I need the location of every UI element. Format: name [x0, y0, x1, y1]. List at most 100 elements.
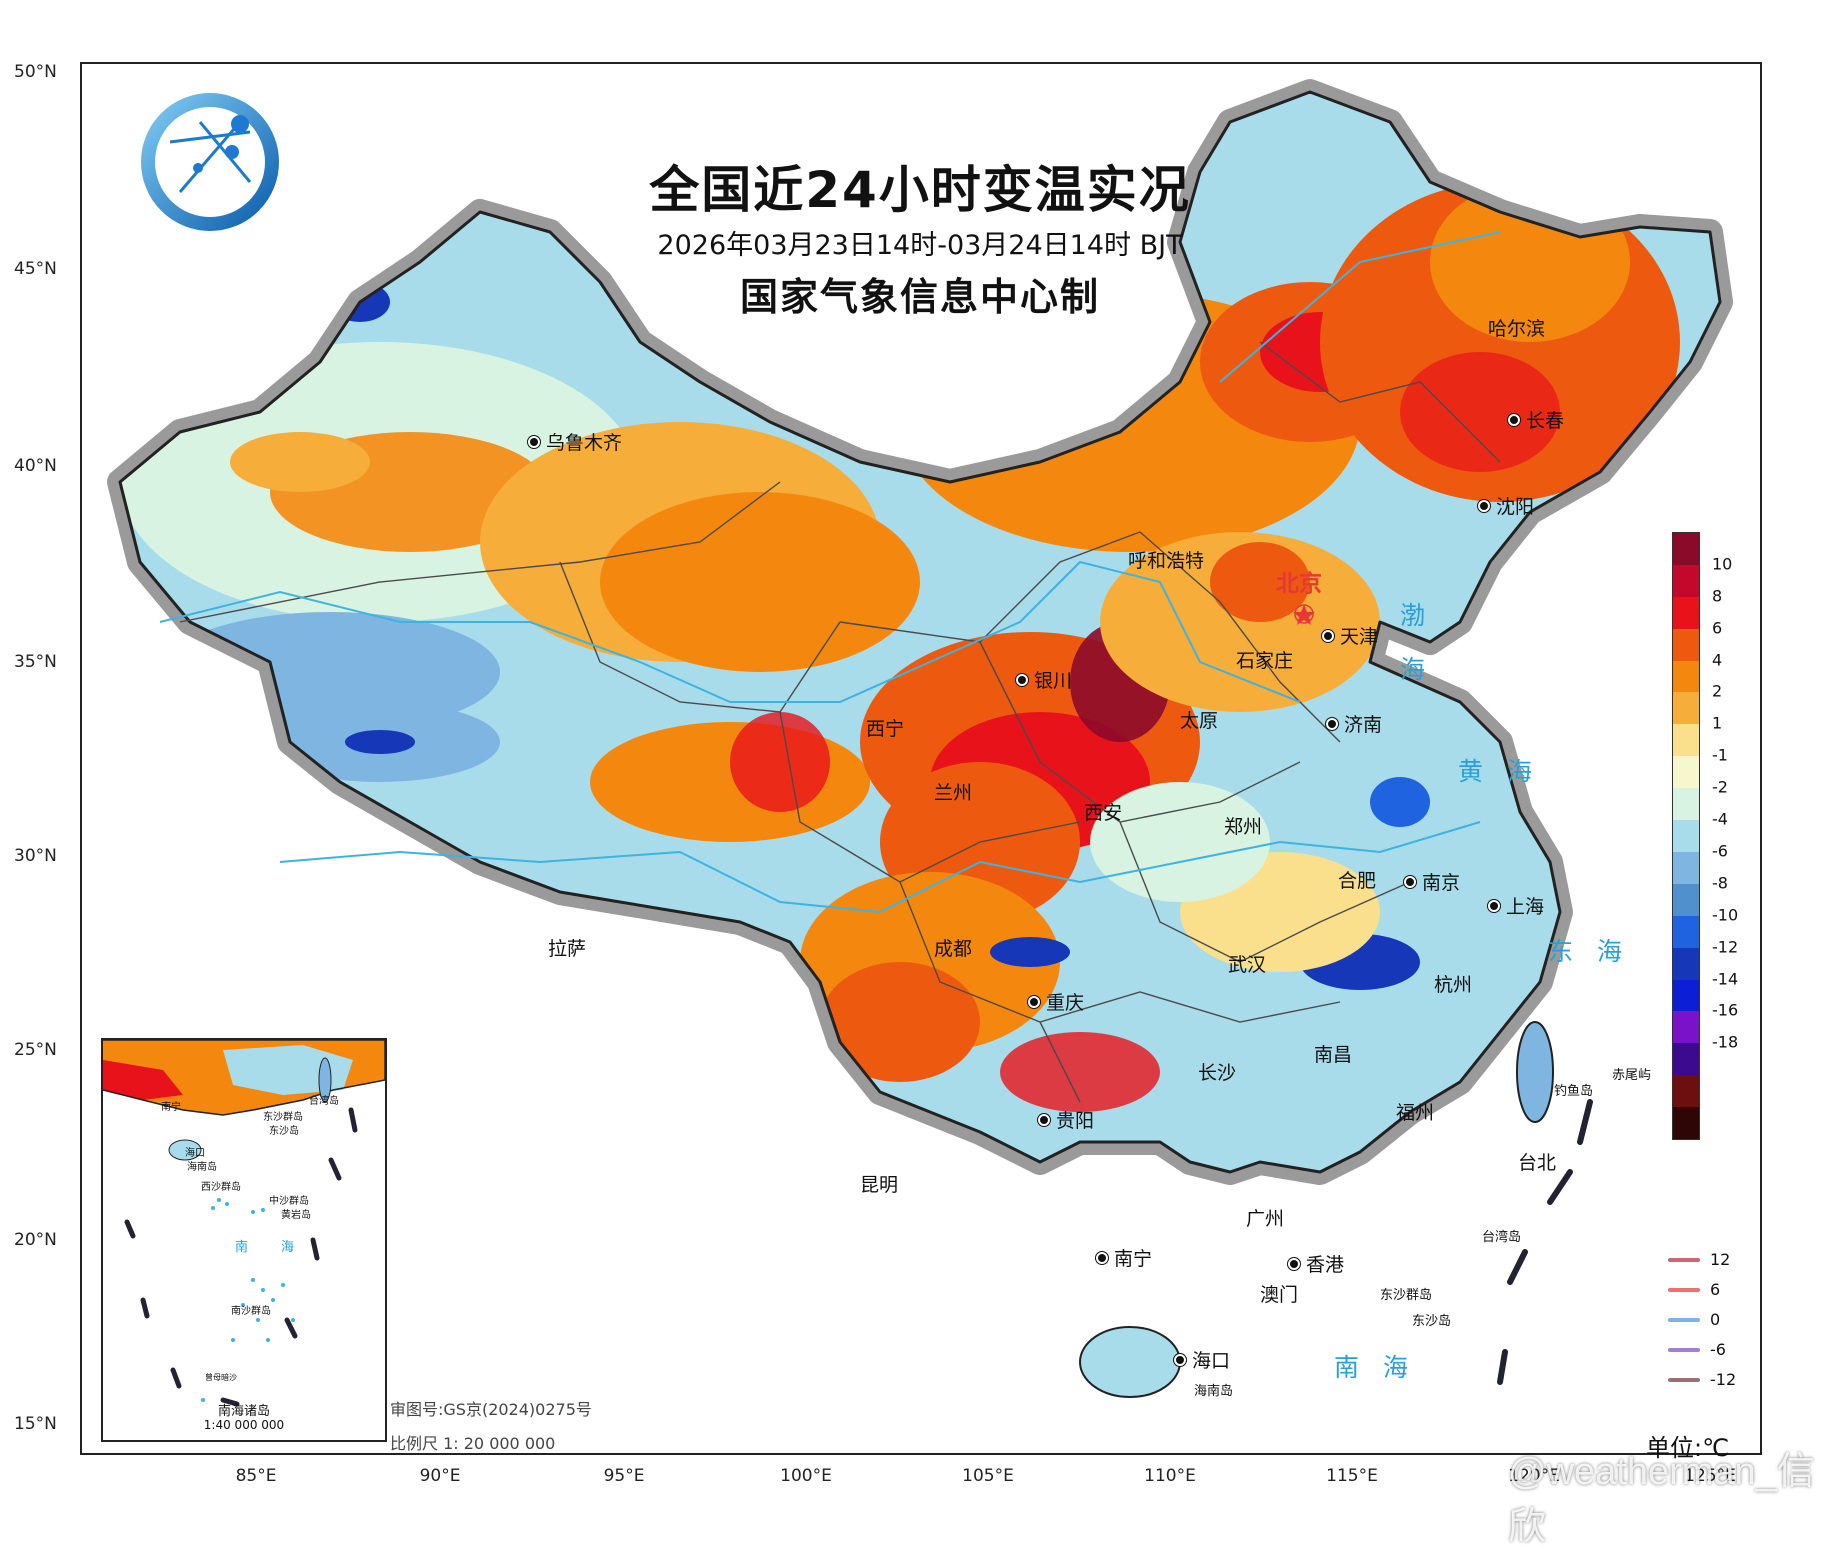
lon-label-115: 115°E [1326, 1466, 1378, 1486]
lon-label-105: 105°E [962, 1466, 1014, 1486]
city-changchun: 长春 [1508, 406, 1564, 433]
legend-color-segment [1673, 979, 1699, 1012]
legend-tick-label: -10 [1712, 905, 1739, 925]
line-swatch-icon [1668, 1287, 1700, 1292]
legend-color-segment [1673, 947, 1699, 981]
city-hongkong: 香港 [1288, 1250, 1344, 1277]
island-diaoyu: 钓鱼岛 [1554, 1084, 1594, 1099]
city-marker-icon [1478, 499, 1490, 512]
color-scale-legend [1672, 532, 1700, 1140]
legend-color-segment [1673, 883, 1699, 917]
city-marker-icon [1488, 899, 1500, 912]
legend-color-segment [1673, 1107, 1699, 1140]
legend-color-segment [1673, 1043, 1699, 1076]
capital-beijing: 北京 [1276, 571, 1322, 597]
city-hangzhou: 杭州 [1434, 974, 1473, 996]
legend-tick-label: -12 [1712, 937, 1739, 957]
city-nanning: 南宁 [1096, 1244, 1152, 1271]
city-lhasa: 拉萨 [548, 938, 587, 960]
temperature-change-map [107, 79, 1733, 1398]
lat-label-15: 15°N [14, 1414, 57, 1434]
island-hainan: 海南岛 [1194, 1384, 1234, 1399]
city-marker-icon [1326, 717, 1338, 730]
legend-tick-label: 10 [1712, 554, 1733, 574]
legend-color-segment [1673, 1075, 1699, 1108]
city-zhengzhou: 郑州 [1224, 816, 1263, 838]
inset-nanning: 南宁 [161, 1102, 181, 1113]
taiwan-shape [1516, 1021, 1554, 1123]
city-marker-icon [1288, 1257, 1300, 1270]
scale-note: 比例尺 1: 20 000 000 [390, 1434, 556, 1453]
page-title: 全国近24小时变温实况 [649, 161, 1191, 219]
legend-color-segment [1673, 660, 1699, 693]
city-hefei: 合肥 [1338, 870, 1377, 892]
legend-color-segment [1673, 756, 1699, 789]
city-kunming: 昆明 [860, 1174, 899, 1196]
inset-title: 南海诸岛 [217, 1404, 270, 1419]
city-chongqing: 重庆 [1028, 988, 1084, 1015]
legend-color-segment [1673, 596, 1699, 630]
legend-color-segment [1673, 533, 1699, 566]
city-marker-icon [1508, 413, 1520, 426]
inset-dongsha-isl: 东沙岛 [269, 1126, 299, 1137]
legend-tick-label: 4 [1712, 650, 1723, 670]
inset-dongsha: 东沙群岛 [263, 1112, 303, 1123]
city-shenyang: 沈阳 [1478, 492, 1534, 519]
legend-tick-label: -8 [1712, 873, 1728, 893]
legend-color-segment [1673, 820, 1699, 853]
city-jinan: 济南 [1326, 710, 1382, 737]
lon-label-110: 110°E [1144, 1466, 1196, 1486]
legend-tick-label: -16 [1712, 1000, 1739, 1020]
legend-color-segment [1673, 628, 1699, 662]
city-lanzhou: 兰州 [934, 782, 973, 804]
national-border [118, 90, 1722, 1174]
lat-label-20: 20°N [14, 1230, 57, 1250]
legend-color-segment [1673, 692, 1699, 725]
lat-label-35: 35°N [14, 652, 57, 672]
legend-tick-label: 2 [1712, 681, 1723, 701]
lat-label-30: 30°N [14, 846, 57, 866]
legend-tick-label: -2 [1712, 777, 1728, 797]
lon-label-85: 85°E [235, 1466, 277, 1486]
island-dongsha-group: 东沙群岛 [1380, 1288, 1433, 1303]
time-period: 2026年03月23日14时-03月24日14时 BJT [657, 230, 1183, 261]
line-legend-6: 6 [1668, 1280, 1720, 1299]
city-marker-icon [1038, 1113, 1050, 1126]
line-legend-minus12: -12 [1668, 1370, 1736, 1389]
city-urumqi: 乌鲁木齐 [528, 428, 622, 455]
city-harbin: 哈尔滨 [1488, 318, 1546, 340]
line-legend-0: 0 [1668, 1310, 1720, 1329]
city-macau: 澳门 [1260, 1284, 1299, 1306]
legend-color-segment [1673, 788, 1699, 821]
city-xining: 西宁 [866, 718, 905, 740]
sea-donghai: 东 海 [1548, 937, 1630, 966]
inset-hainan: 海南岛 [187, 1162, 217, 1173]
lon-label-95: 95°E [603, 1466, 645, 1486]
cma-logo-icon [141, 93, 279, 231]
city-marker-icon [1404, 875, 1416, 888]
legend-tick-label: -1 [1712, 745, 1728, 765]
inset-nansha: 南沙群岛 [231, 1306, 271, 1317]
legend-tick-label: 8 [1712, 586, 1723, 606]
line-swatch-icon [1668, 1257, 1700, 1262]
city-chengdu: 成都 [934, 938, 973, 960]
city-fuzhou: 福州 [1396, 1102, 1435, 1124]
legend-tick-label: -14 [1712, 969, 1739, 989]
city-nanjing: 南京 [1404, 868, 1460, 895]
city-haikou: 海口 [1174, 1346, 1230, 1373]
inset-scale: 1:40 000 000 [203, 1418, 285, 1432]
legend-color-segment [1673, 724, 1699, 757]
lon-label-100: 100°E [780, 1466, 832, 1486]
city-guangzhou: 广州 [1246, 1208, 1285, 1230]
legend-color-segment [1673, 851, 1699, 885]
nine-dash-line [1497, 1099, 1593, 1385]
south-china-sea-inset: 南宁 海口 海南岛 台湾岛 东沙群岛 东沙岛 西沙群岛 中沙群岛 黄岩岛 南 海… [101, 1038, 387, 1442]
lon-label-125: 125°E [1684, 1466, 1736, 1486]
lon-label-120: 120°E [1508, 1466, 1560, 1486]
line-legend-minus6: -6 [1668, 1340, 1726, 1359]
lon-label-90: 90°E [419, 1466, 461, 1486]
city-yinchuan: 银川 [1016, 666, 1072, 693]
city-marker-icon [1028, 995, 1040, 1008]
inset-taiwan: 台湾岛 [309, 1096, 339, 1107]
line-legend-12: 12 [1668, 1250, 1730, 1269]
